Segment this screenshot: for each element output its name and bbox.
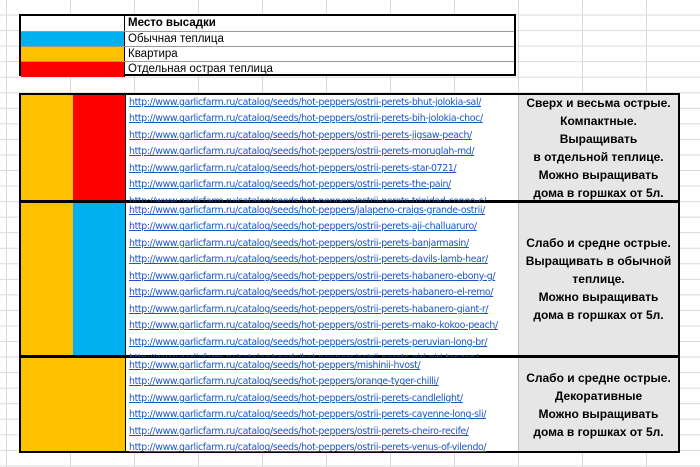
product-link[interactable]: http://www.garlicfarm.ru/catalog/seeds/h… xyxy=(129,409,487,421)
product-link[interactable]: http://www.garlicfarm.ru/catalog/seeds/h… xyxy=(129,205,485,216)
product-link[interactable]: http://www.garlicfarm.ru/catalog/seeds/h… xyxy=(129,113,483,125)
legend-row-hot-greenhouse: Отдельная острая теплица xyxy=(21,61,514,77)
group-medium-greenhouse: http://www.garlicfarm.ru/catalog/seeds/h… xyxy=(19,202,680,364)
product-link[interactable]: http://www.garlicfarm.ru/catalog/seeds/h… xyxy=(129,336,488,348)
placement-cell-apartment xyxy=(21,358,73,451)
group-note: Слабо и средне острые. Выращивать в обыч… xyxy=(518,203,678,355)
group-note: Сверх и весьма острые. Компактные. Выращ… xyxy=(518,95,678,200)
legend-table: Место высадки Обычная теплица Квартира О… xyxy=(19,14,516,77)
product-link[interactable]: http://www.garlicfarm.ru/catalog/seeds/h… xyxy=(129,425,469,437)
group-note: Слабо и средне острые. Декоративные Можн… xyxy=(518,358,678,451)
legend-label-hot-greenhouse: Отдельная острая теплица xyxy=(128,63,273,75)
placement-cell-apartment xyxy=(21,95,73,200)
product-link[interactable]: http://www.garlicfarm.ru/catalog/seeds/h… xyxy=(129,442,487,454)
product-link[interactable]: http://www.garlicfarm.ru/catalog/seeds/h… xyxy=(129,270,496,282)
link-list: http://www.garlicfarm.ru/catalog/seeds/h… xyxy=(126,95,518,210)
product-link[interactable]: http://www.garlicfarm.ru/catalog/seeds/h… xyxy=(129,254,488,266)
product-link[interactable]: http://www.garlicfarm.ru/catalog/seeds/h… xyxy=(129,287,494,299)
legend-label-apartment: Квартира xyxy=(128,48,178,60)
group-superhot: http://www.garlicfarm.ru/catalog/seeds/h… xyxy=(19,93,680,207)
product-link[interactable]: http://www.garlicfarm.ru/catalog/seeds/h… xyxy=(129,303,489,315)
legend-row-greenhouse: Обычная теплица xyxy=(21,31,514,47)
product-link[interactable]: http://www.garlicfarm.ru/catalog/seeds/h… xyxy=(129,146,475,158)
product-link[interactable]: http://www.garlicfarm.ru/catalog/seeds/h… xyxy=(129,376,439,388)
link-list: http://www.garlicfarm.ru/catalog/seeds/h… xyxy=(126,358,518,457)
placement-cell-apartment-2 xyxy=(73,358,126,451)
product-link[interactable]: http://www.garlicfarm.ru/catalog/seeds/h… xyxy=(129,221,477,233)
placement-cell-apartment xyxy=(21,203,73,355)
legend-label-greenhouse: Обычная теплица xyxy=(128,33,224,45)
group-decorative: http://www.garlicfarm.ru/catalog/seeds/h… xyxy=(19,357,680,453)
product-link[interactable]: http://www.garlicfarm.ru/catalog/seeds/h… xyxy=(129,237,469,249)
product-link[interactable]: http://www.garlicfarm.ru/catalog/seeds/h… xyxy=(129,97,482,108)
placement-cell-hot-greenhouse xyxy=(73,95,126,200)
product-link[interactable]: http://www.garlicfarm.ru/catalog/seeds/h… xyxy=(126,194,518,210)
link-list: http://www.garlicfarm.ru/catalog/seeds/h… xyxy=(126,203,518,367)
legend-swatch-blue xyxy=(21,32,125,47)
product-link[interactable]: http://www.garlicfarm.ru/catalog/seeds/h… xyxy=(129,320,498,332)
product-link[interactable]: http://www.garlicfarm.ru/catalog/seeds/h… xyxy=(129,179,451,191)
product-link[interactable]: http://www.garlicfarm.ru/catalog/seeds/h… xyxy=(129,360,421,371)
legend-swatch-red xyxy=(21,62,125,77)
product-link[interactable]: http://www.garlicfarm.ru/catalog/seeds/h… xyxy=(129,129,472,141)
product-link[interactable]: http://www.garlicfarm.ru/catalog/seeds/h… xyxy=(129,392,463,404)
placement-cell-greenhouse xyxy=(73,203,126,355)
legend-row-apartment: Квартира xyxy=(21,46,514,62)
legend-header: Место высадки xyxy=(128,17,216,29)
legend-header-swatch xyxy=(21,16,125,31)
product-link[interactable]: http://www.garlicfarm.ru/catalog/seeds/h… xyxy=(129,162,457,174)
legend-header-row: Место высадки xyxy=(21,16,514,31)
legend-swatch-yellow xyxy=(21,47,125,62)
